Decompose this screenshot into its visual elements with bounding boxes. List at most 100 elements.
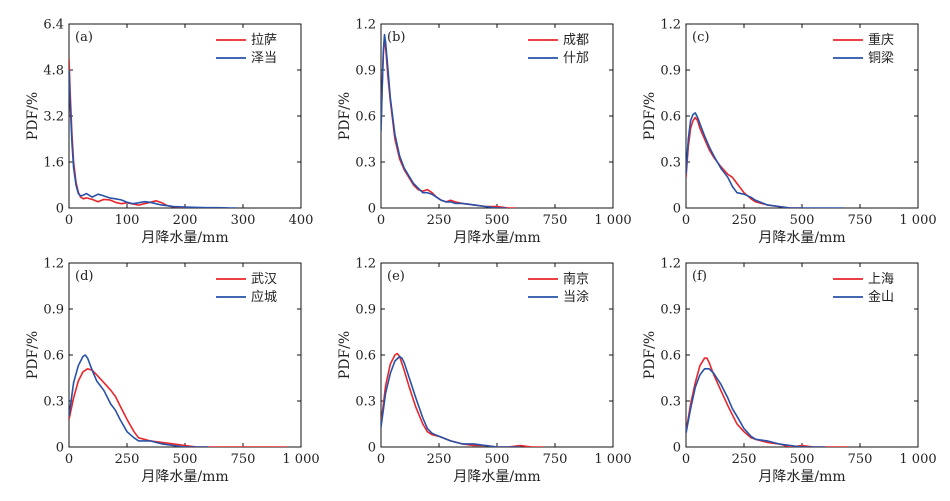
y-tick-label: 1.2 <box>660 18 681 33</box>
y-tick-label: 1.2 <box>43 257 64 272</box>
series-line-2 <box>686 368 826 447</box>
y-tick-label: 0 <box>368 441 376 456</box>
x-tick-label: 0 <box>65 213 73 228</box>
y-axis-label: PDF/% <box>642 331 658 379</box>
x-tick-label: 250 <box>732 213 757 228</box>
x-axis-label: 月降水量/mm <box>141 230 228 246</box>
x-tick-label: 750 <box>848 452 873 467</box>
y-tick-label: 6.4 <box>43 18 64 33</box>
legend-entry: 拉萨 <box>251 33 277 48</box>
x-tick-label: 250 <box>427 213 452 228</box>
x-tick-label: 0 <box>65 452 73 467</box>
series-line-1 <box>69 368 288 447</box>
series-line-2 <box>381 355 521 447</box>
x-tick-label: 500 <box>485 213 510 228</box>
x-tick-label: 100 <box>115 213 140 228</box>
y-tick-label: 0.3 <box>43 395 64 410</box>
y-tick-label: 1.2 <box>355 257 376 272</box>
x-tick-label: 0 <box>682 452 690 467</box>
x-axis-label: 月降水量/mm <box>758 469 845 485</box>
series-line-2 <box>686 112 844 208</box>
x-tick-label: 500 <box>485 452 510 467</box>
x-axis-label: 月降水量/mm <box>453 469 540 485</box>
y-tick-label: 0.3 <box>355 156 376 171</box>
y-tick-label: 0.6 <box>660 110 681 125</box>
y-axis-label: PDF/% <box>25 331 41 379</box>
y-tick-label: 1.6 <box>43 156 64 171</box>
legend-entry: 泽当 <box>251 51 277 66</box>
legend-entry: 武汉 <box>251 272 277 287</box>
y-tick-label: 0.3 <box>660 395 681 410</box>
x-tick-label: 250 <box>427 452 452 467</box>
legend-entry: 当涂 <box>563 289 589 305</box>
y-tick-label: 0.6 <box>355 110 376 125</box>
panel-label: (d) <box>75 269 93 284</box>
legend-entry: 什邡 <box>563 50 589 66</box>
series-line-1 <box>381 38 516 208</box>
chart-panel-4: 0 250 500 750 1 000 0 0.3 0.6 0.9 1.2 月降水量/mm PDF/%… <box>25 257 320 486</box>
y-tick-label: 0 <box>56 441 64 456</box>
x-tick-label: 1 000 <box>282 452 319 467</box>
y-tick-label: 0.6 <box>660 349 681 364</box>
y-axis-label: PDF/% <box>25 92 41 140</box>
x-axis-label: 月降水量/mm <box>453 230 540 246</box>
y-tick-label: 3.2 <box>43 110 64 125</box>
panel-label: (a) <box>75 30 93 45</box>
panel-label: (e) <box>387 269 405 284</box>
y-tick-label: 0.9 <box>355 64 376 79</box>
legend-entry: 南京 <box>563 271 589 287</box>
x-tick-label: 500 <box>790 452 815 467</box>
y-tick-label: 0.6 <box>355 349 376 364</box>
y-axis-label: PDF/% <box>642 92 658 140</box>
series-line-1 <box>69 58 220 208</box>
legend-entry: 上海 <box>868 272 894 287</box>
series-line-2 <box>69 354 209 447</box>
chart-panel-6: 0 250 500 750 1 000 0 0.3 0.6 0.9 1.2 月降水量/mm PDF/%… <box>642 257 937 486</box>
y-axis-label: PDF/% <box>337 331 353 379</box>
chart-panel-5: 0 250 500 750 1 000 0 0.3 0.6 0.9 1.2 月降水量/mm PDF/%… <box>337 257 632 486</box>
x-tick-label: 250 <box>732 452 757 467</box>
x-tick-label: 750 <box>848 213 873 228</box>
x-tick-label: 0 <box>682 213 690 228</box>
x-axis-label: 月降水量/mm <box>141 469 228 485</box>
x-tick-label: 1 000 <box>594 213 631 228</box>
y-tick-label: 0.9 <box>660 64 681 79</box>
y-tick-label: 0.9 <box>43 303 64 318</box>
y-tick-label: 0.9 <box>355 303 376 318</box>
series-line-2 <box>69 69 238 208</box>
chart-panel-3: 0 250 500 750 1 000 0 0.3 0.6 0.9 1.2 月降水量/mm PDF/%… <box>642 18 937 247</box>
panel-label: (b) <box>387 30 405 45</box>
y-tick-label: 0.3 <box>660 156 681 171</box>
x-tick-label: 500 <box>790 213 815 228</box>
x-tick-label: 500 <box>173 452 198 467</box>
y-tick-label: 0 <box>673 202 681 217</box>
x-tick-label: 250 <box>115 452 140 467</box>
series-line-2 <box>381 33 507 208</box>
series-line-1 <box>381 352 544 447</box>
chart-panel-2: 0 250 500 750 1 000 0 0.3 0.6 0.9 1.2 月降水量/mm PDF/%… <box>337 18 632 247</box>
y-tick-label: 0 <box>673 441 681 456</box>
x-tick-label: 300 <box>231 213 256 228</box>
y-axis-label: PDF/% <box>337 92 353 140</box>
legend-entry: 金山 <box>868 289 894 305</box>
x-tick-label: 750 <box>543 213 568 228</box>
x-tick-label: 200 <box>173 213 198 228</box>
panel-label: (c) <box>692 30 709 45</box>
x-tick-label: 0 <box>377 213 385 228</box>
y-tick-label: 1.2 <box>355 18 376 33</box>
y-tick-label: 0.6 <box>43 349 64 364</box>
y-tick-label: 0 <box>56 202 64 217</box>
x-axis-label: 月降水量/mm <box>758 230 845 246</box>
legend-entry: 成都 <box>563 33 589 48</box>
x-tick-label: 0 <box>377 452 385 467</box>
x-tick-label: 1 000 <box>899 213 936 228</box>
y-tick-label: 0 <box>368 202 376 217</box>
series-line-1 <box>686 357 849 447</box>
y-tick-label: 1.2 <box>660 257 681 272</box>
